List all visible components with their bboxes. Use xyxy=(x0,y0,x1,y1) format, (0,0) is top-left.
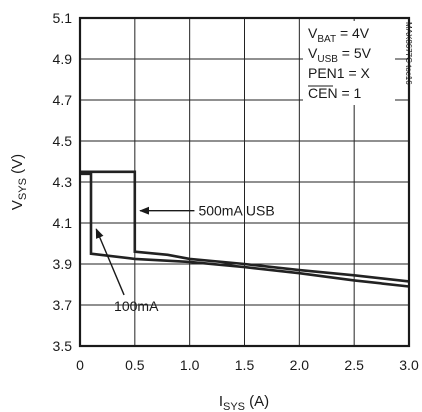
x-axis-label: ISYS (A) xyxy=(219,393,269,412)
plot-frame xyxy=(78,16,411,348)
tick-layer: 0 0.5 1.0 1.5 2.0 2.5 3.0 3.5 3.7 3.9 4.1 4.3 4.5 4.7… xyxy=(53,10,419,373)
x-tick-label: 3.0 xyxy=(399,357,419,373)
x-tick-label: 0.5 xyxy=(125,357,145,373)
condition-line: VBAT = 4V xyxy=(308,25,370,45)
y-tick-label: 4.5 xyxy=(53,133,73,149)
grid-layer xyxy=(80,18,409,346)
condition-line: CEN = 1 xyxy=(308,85,362,101)
y-tick-label: 4.9 xyxy=(53,51,73,67)
x-tick-label: 1.5 xyxy=(235,357,255,373)
x-tick-label: 1.0 xyxy=(180,357,200,373)
y-tick-label: 4.1 xyxy=(53,215,73,231)
annotation-label: 500mA USB xyxy=(198,203,274,219)
conditions-box-bg xyxy=(303,21,395,105)
y-tick-label: 3.7 xyxy=(53,297,73,313)
y-tick-label: 3.9 xyxy=(53,256,73,272)
series-line-2 xyxy=(80,172,410,288)
x-tick-label: 2.0 xyxy=(290,357,310,373)
series-layer xyxy=(80,170,410,288)
annotation-layer: 500mA USB 100mA xyxy=(95,203,275,314)
x-tick-label: 0 xyxy=(76,357,84,373)
series-line-1 xyxy=(80,170,410,283)
condition-line: PEN1 = X xyxy=(308,65,371,81)
y-tick-label: 5.1 xyxy=(53,10,73,26)
condition-line: VUSB = 5V xyxy=(308,45,372,65)
annotation-arrow xyxy=(95,228,125,296)
y-tick-label: 4.7 xyxy=(53,92,73,108)
x-tick-label: 2.5 xyxy=(344,357,364,373)
y-axis-label: VSYS (V) xyxy=(9,154,29,210)
figure-code: MAX8677C toc16 xyxy=(404,22,413,85)
y-tick-label: 3.5 xyxy=(53,338,73,354)
annotation-label: 100mA xyxy=(114,298,159,314)
y-tick-label: 4.3 xyxy=(53,174,73,190)
